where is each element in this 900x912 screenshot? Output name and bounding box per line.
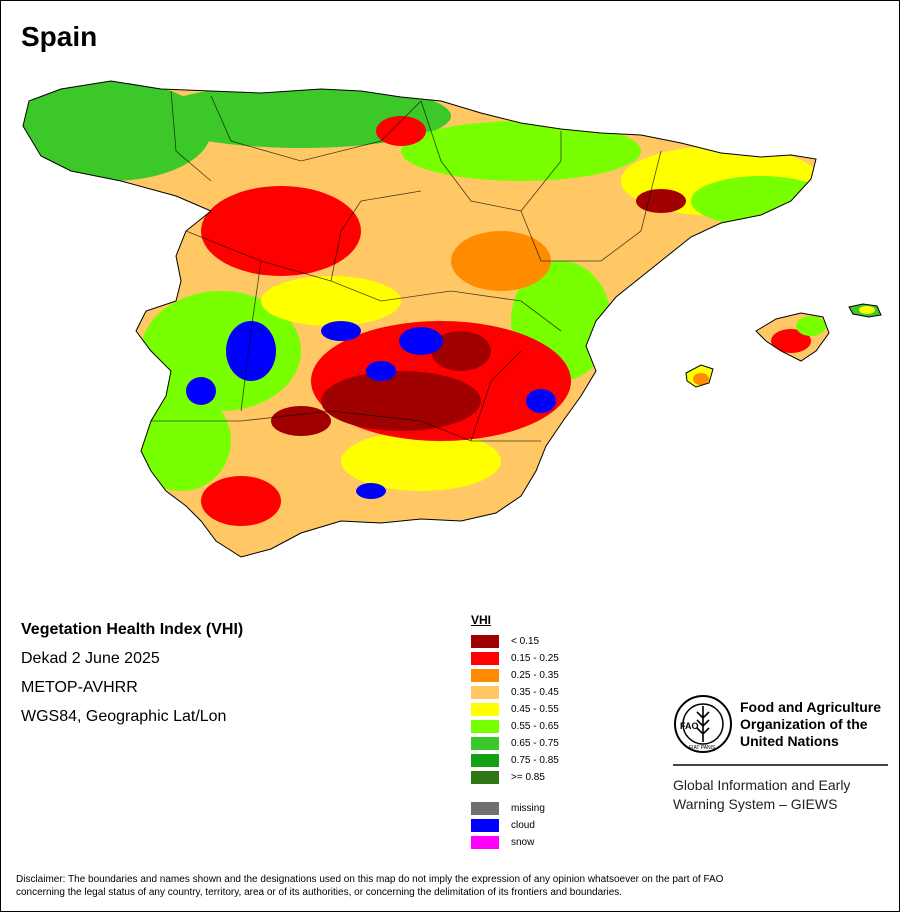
fao-divider (673, 764, 888, 766)
legend-swatch (471, 703, 499, 716)
projection: WGS84, Geographic Lat/Lon (21, 708, 227, 725)
legend-item: 0.75 - 0.85 (471, 752, 559, 769)
svg-text:FIAT PANIS: FIAT PANIS (689, 745, 716, 751)
region-boundaries (151, 90, 662, 442)
legend-title: VHI (471, 613, 492, 627)
legend-item: 0.65 - 0.75 (471, 735, 559, 752)
legend-label: 0.35 - 0.45 (511, 687, 559, 698)
legend-label: >= 0.85 (511, 772, 545, 783)
legend-swatch (471, 669, 499, 682)
mallorca-vhi-layer (756, 313, 829, 361)
legend-item: 0.35 - 0.45 (471, 684, 559, 701)
map-info: Vegetation Health Index (VHI) Dekad 2 Ju… (21, 621, 243, 737)
svg-text:FAO: FAO (680, 721, 699, 731)
time-period: Dekad 2 June 2025 (21, 650, 160, 667)
legend-item: snow (471, 834, 559, 851)
legend-item: 0.45 - 0.55 (471, 701, 559, 718)
mainland-vhi-layer (23, 81, 816, 557)
legend-item: 0.55 - 0.65 (471, 718, 559, 735)
legend-swatch (471, 754, 499, 767)
legend-item: >= 0.85 (471, 769, 559, 786)
legend-label: snow (511, 837, 535, 848)
legend-label: 0.55 - 0.65 (511, 721, 559, 732)
legend-item: 0.25 - 0.35 (471, 667, 559, 684)
legend-swatch (471, 652, 499, 665)
legend-label: cloud (511, 820, 535, 831)
legend-item: cloud (471, 817, 559, 834)
legend-swatch (471, 802, 499, 815)
map-title: Spain (21, 21, 98, 52)
fao-logo-icon: FAO FIAT PANIS (674, 695, 732, 753)
legend-label: missing (511, 803, 545, 814)
giews-name: Global Information and Early Warning Sys… (673, 777, 851, 812)
legend-label: 0.75 - 0.85 (511, 755, 559, 766)
legend-item: < 0.15 (471, 633, 559, 650)
sensor-name: METOP-AVHRR (21, 679, 138, 696)
legend-swatch (471, 686, 499, 699)
vhi-legend: VHI < 0.15 0.15 - 0.25 0.25 - 0.35 0.35 - 0… (471, 613, 559, 851)
legend-swatch (471, 819, 499, 832)
legend-special: missing cloud snow (471, 800, 559, 851)
disclaimer: Disclaimer: The boundaries and names sho… (16, 874, 724, 898)
legend-label: 0.65 - 0.75 (511, 738, 559, 749)
legend-label: 0.25 - 0.35 (511, 670, 559, 681)
legend-item: 0.15 - 0.25 (471, 650, 559, 667)
legend-swatch (471, 771, 499, 784)
legend-label: < 0.15 (511, 636, 540, 647)
index-name: Vegetation Health Index (VHI) (21, 621, 244, 638)
legend-swatch (471, 635, 499, 648)
legend-swatch (471, 836, 499, 849)
legend-label: 0.15 - 0.25 (511, 653, 559, 664)
legend-classes: < 0.15 0.15 - 0.25 0.25 - 0.35 0.35 - 0.45 0… (471, 633, 559, 786)
legend-item: missing (471, 800, 559, 817)
legend-swatch (471, 737, 499, 750)
legend-swatch (471, 720, 499, 733)
fao-name: Food and Agriculture Organization of the… (740, 699, 882, 749)
legend-label: 0.45 - 0.55 (511, 704, 559, 715)
menorca-vhi-layer (849, 304, 881, 317)
spain-vhi-map (22, 80, 882, 558)
ibiza-vhi-layer (686, 365, 713, 387)
